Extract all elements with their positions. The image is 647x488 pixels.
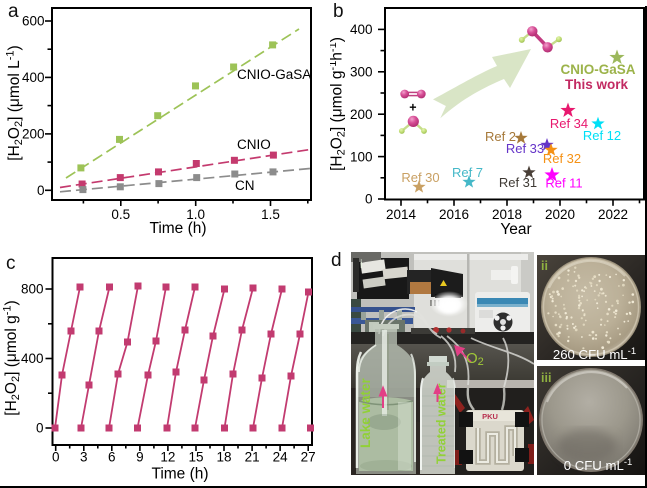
svg-text:0 CFU mL-1: 0 CFU mL-1 <box>564 457 633 473</box>
svg-text:24: 24 <box>273 450 289 465</box>
svg-text:2018: 2018 <box>492 207 522 222</box>
svg-text:Ref 33: Ref 33 <box>506 141 544 156</box>
svg-text:1.5: 1.5 <box>261 207 280 222</box>
svg-text:300: 300 <box>350 65 373 80</box>
svg-text:CNIO-GaSA: CNIO-GaSA <box>237 67 311 82</box>
svg-text:200: 200 <box>22 127 45 142</box>
svg-text:400: 400 <box>22 70 45 85</box>
svg-text:2022: 2022 <box>598 207 628 222</box>
svg-text:9: 9 <box>136 450 144 465</box>
svg-text:0: 0 <box>365 192 373 207</box>
svg-text:0: 0 <box>37 183 45 198</box>
svg-text:Ref 32: Ref 32 <box>543 151 581 166</box>
svg-text:Ref 12: Ref 12 <box>583 128 621 143</box>
svg-text:600: 600 <box>22 14 45 29</box>
svg-text:This work: This work <box>565 77 629 92</box>
svg-text:0: 0 <box>52 450 60 465</box>
svg-text:2014: 2014 <box>386 207 417 222</box>
svg-text:CN: CN <box>235 178 255 193</box>
svg-text:Ref 11: Ref 11 <box>545 176 582 191</box>
svg-text:800: 800 <box>21 282 44 297</box>
svg-text:2020: 2020 <box>545 207 575 222</box>
svg-text:Ref 34: Ref 34 <box>550 116 588 131</box>
svg-text:CNIO-GaSA: CNIO-GaSA <box>560 62 635 77</box>
svg-text:21: 21 <box>245 450 260 465</box>
svg-text:i: i <box>360 257 363 271</box>
svg-text:iii: iii <box>541 371 551 385</box>
svg-text:260 CFU mL-1: 260 CFU mL-1 <box>553 346 636 360</box>
svg-text:Ref 30: Ref 30 <box>401 170 439 185</box>
svg-text:Ref 7: Ref 7 <box>452 165 483 180</box>
svg-text:Time (h): Time (h) <box>151 466 208 483</box>
svg-text:Lake water: Lake water <box>358 377 373 448</box>
svg-text:0.5: 0.5 <box>111 207 130 222</box>
svg-text:ii: ii <box>541 259 548 273</box>
svg-text:100: 100 <box>350 149 373 164</box>
svg-text:CNIO: CNIO <box>237 137 271 152</box>
svg-text:Ref 31: Ref 31 <box>499 175 537 190</box>
svg-text:PKU: PKU <box>482 412 498 421</box>
svg-text:1.0: 1.0 <box>186 207 205 222</box>
svg-text:2016: 2016 <box>439 207 469 222</box>
svg-text:Year: Year <box>500 221 531 238</box>
svg-text:Time (h): Time (h) <box>149 220 206 237</box>
svg-text:18: 18 <box>216 450 231 465</box>
svg-text:0: 0 <box>36 421 44 436</box>
svg-text:400: 400 <box>350 22 373 37</box>
svg-text:Treated water: Treated water <box>435 383 449 464</box>
svg-text:[H2O2] (μmol g-1h-1): [H2O2] (μmol g-1h-1) <box>330 37 348 171</box>
svg-text:12: 12 <box>160 450 175 465</box>
svg-text:400: 400 <box>21 351 44 366</box>
svg-text:15: 15 <box>188 450 203 465</box>
svg-text:[H2O2] (μmol L-1): [H2O2] (μmol L-1) <box>5 45 26 160</box>
svg-text:+: + <box>409 101 416 115</box>
svg-text:6: 6 <box>108 450 116 465</box>
svg-text:3: 3 <box>80 450 88 465</box>
svg-text:27: 27 <box>301 450 316 465</box>
svg-text:[H2O2] (μmol g-1): [H2O2] (μmol g-1) <box>2 300 23 415</box>
svg-text:Ref 2: Ref 2 <box>485 129 516 144</box>
svg-text:200: 200 <box>350 107 373 122</box>
